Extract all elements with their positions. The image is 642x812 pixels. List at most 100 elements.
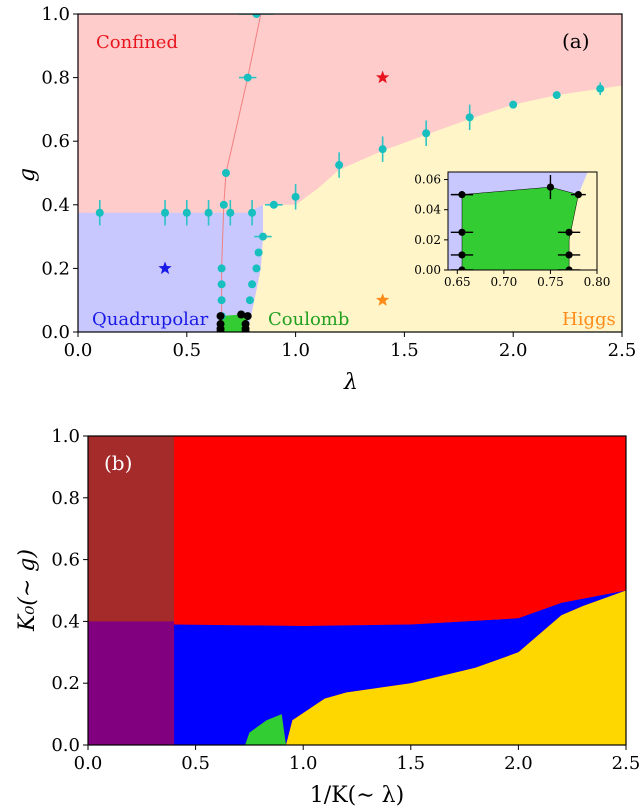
panel-a-y-tick-label-4: 0.8 xyxy=(41,68,70,89)
panel-b-x-axis-title: 1/K(∼ λ) xyxy=(310,783,404,808)
inset: 0.65 0.70 0.75 0.80 0.00 0.02 0.04 0.06 xyxy=(414,171,610,289)
panel-b-y-tick-label-0: 0.0 xyxy=(51,735,80,756)
data-point-10 xyxy=(422,129,431,138)
inset-point-2 xyxy=(458,251,466,259)
data-point-4 xyxy=(226,208,235,217)
data-point-1 xyxy=(161,208,170,217)
star-marker-0 xyxy=(376,70,390,84)
data-point-9 xyxy=(378,145,387,154)
black-point-3 xyxy=(216,328,225,332)
heatmap-yellow-region xyxy=(286,590,626,745)
panel-b-regions xyxy=(88,436,626,745)
phase-boundary-line xyxy=(221,14,262,332)
inset-ticks: 0.65 0.70 0.75 0.80 0.00 0.02 0.04 0.06 xyxy=(414,173,610,289)
data-point-24 xyxy=(219,200,228,209)
data-point-22 xyxy=(217,280,226,289)
data-point-3 xyxy=(204,208,213,217)
region-label-higgs: Higgs xyxy=(562,309,616,330)
panel-b-y-tick-label-3: 0.6 xyxy=(51,550,80,571)
inset-y-tick-label-0: 0.00 xyxy=(414,263,441,277)
panel-b-y-tick-label-1: 0.2 xyxy=(51,673,80,694)
panel-a-x-tick-label-0: 0.0 xyxy=(64,340,93,361)
black-point-5 xyxy=(243,312,252,321)
panel-a-ticks: 0.0 0.5 1.0 1.5 2.0 2.5 0.0 0.2 0.4 0.6 0.8 1.0 xyxy=(41,4,636,361)
data-point-5 xyxy=(248,208,257,217)
panel-b-x-tick-label-0: 0.0 xyxy=(74,753,103,774)
black-point-0 xyxy=(216,312,225,321)
panel-a-x-axis-title: λ xyxy=(343,370,358,395)
panel-a-label: (a) xyxy=(562,29,590,53)
data-point-25 xyxy=(221,169,230,177)
data-point-7 xyxy=(291,192,300,201)
black-point-8 xyxy=(241,328,250,332)
heatmap-blue-region xyxy=(174,590,626,745)
panel-a-points xyxy=(95,14,605,332)
data-point-15 xyxy=(258,232,267,241)
inset-point-3 xyxy=(458,266,466,270)
panel-b-x-tick-label-3: 1.5 xyxy=(396,753,425,774)
data-point-11 xyxy=(465,113,474,122)
data-point-6 xyxy=(269,200,278,209)
data-point-27 xyxy=(252,14,261,18)
star-marker-1 xyxy=(158,261,172,275)
region-label-coulomb: Coulomb xyxy=(268,309,349,330)
data-point-17 xyxy=(252,264,261,273)
data-point-13 xyxy=(552,91,561,100)
panel-b-y-tick-label-4: 0.8 xyxy=(51,488,80,509)
panel-b-x-tick-label-1: 0.5 xyxy=(181,753,210,774)
region-label-confined: Confined xyxy=(96,32,178,53)
heatmap-green-region xyxy=(245,714,286,745)
panel-b-y-axis-title: K₀(∼ g) xyxy=(15,549,40,632)
black-point-4 xyxy=(237,310,246,319)
panel-b-ticks: 0.0 0.5 1.0 1.5 2.0 2.5 0.0 0.2 0.4 0.6 0.8 1.0 xyxy=(51,426,640,774)
heatmap-purple-region xyxy=(88,621,175,745)
quadrupolar-region xyxy=(78,204,263,332)
data-point-2 xyxy=(182,208,191,217)
data-point-26 xyxy=(243,73,252,82)
inset-point-6 xyxy=(565,228,573,236)
panel-a-x-tick-label-1: 0.5 xyxy=(172,340,201,361)
panel-a-y-tick-label-5: 1.0 xyxy=(41,4,70,25)
data-point-16 xyxy=(254,248,263,257)
inset-y-tick-label-1: 0.02 xyxy=(414,233,441,247)
inset-point-0 xyxy=(458,191,466,199)
panel-b: 0.0 0.5 1.0 1.5 2.0 2.5 0.0 0.2 0.4 0.6 0.8 1.0 (b)… xyxy=(15,426,640,808)
inset-x-tick-label-0: 0.65 xyxy=(444,275,471,289)
inset-green-region xyxy=(461,186,579,270)
data-point-18 xyxy=(248,280,257,289)
panel-a-frame xyxy=(77,13,623,333)
inset-point-1 xyxy=(458,228,466,236)
inset-frame xyxy=(447,171,598,271)
heatmap-brown-region xyxy=(88,436,175,622)
panel-b-x-tick-label-4: 2.0 xyxy=(504,753,533,774)
panel-b-y-tick-label-5: 1.0 xyxy=(51,426,80,447)
panel-b-x-tick-label-5: 2.5 xyxy=(612,753,641,774)
inset-x-tick-label-2: 0.75 xyxy=(537,275,564,289)
inset-blue-region xyxy=(448,172,462,270)
inset-y-tick-label-3: 0.06 xyxy=(414,173,441,187)
panel-a-x-tick-label-3: 1.5 xyxy=(390,340,419,361)
panel-b-frame xyxy=(87,435,627,746)
inset-point-7 xyxy=(565,251,573,259)
inset-x-tick-label-1: 0.70 xyxy=(491,275,518,289)
data-point-0 xyxy=(95,208,104,217)
data-point-14 xyxy=(596,84,605,93)
inset-point-5 xyxy=(574,191,582,199)
data-point-8 xyxy=(335,161,344,170)
inset-blue-top-region xyxy=(448,172,588,195)
panel-a-y-tick-label-3: 0.6 xyxy=(41,131,70,152)
panel-a: 0.0 0.5 1.0 1.5 2.0 2.5 0.0 0.2 0.4 0.6 0.8 1.0 Con… xyxy=(15,4,636,395)
panel-a-y-tick-label-2: 0.4 xyxy=(41,195,70,216)
panel-a-x-tick-label-5: 2.5 xyxy=(608,340,637,361)
data-point-12 xyxy=(509,100,518,109)
inset-point-4 xyxy=(546,183,555,191)
panel-a-guide-line xyxy=(221,14,262,332)
panel-b-x-tick-label-2: 1.0 xyxy=(289,753,318,774)
star-marker-2 xyxy=(376,293,390,306)
panel-a-x-tick-label-2: 1.0 xyxy=(281,340,310,361)
panel-b-label: (b) xyxy=(104,451,132,475)
data-point-23 xyxy=(217,264,226,273)
inset-x-tick-label-3: 0.80 xyxy=(584,275,611,289)
data-point-21 xyxy=(217,296,226,305)
